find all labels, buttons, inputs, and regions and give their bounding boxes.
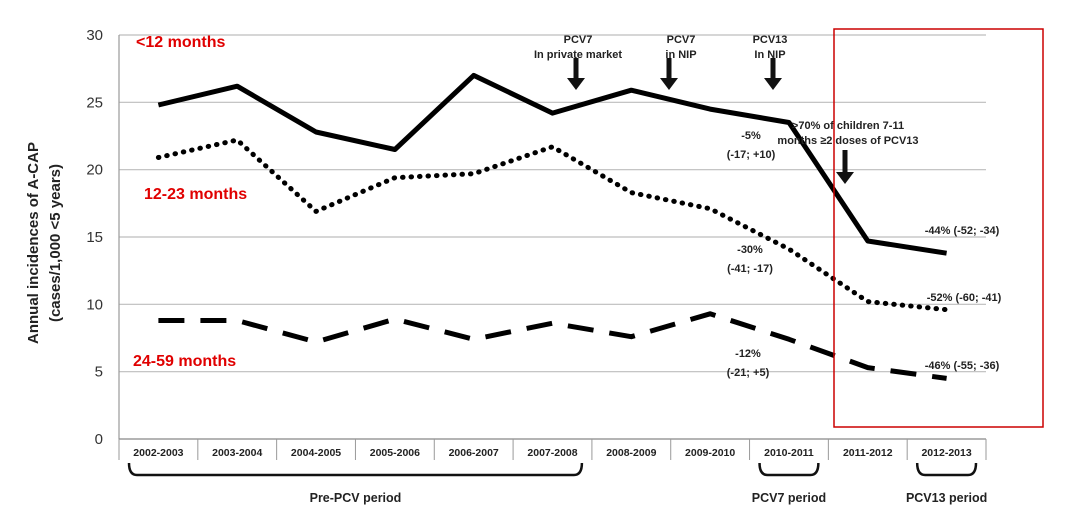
- series-label-0: <12 months: [136, 34, 225, 51]
- change-annotation: -52% (-60; -41): [927, 292, 1002, 304]
- event-arrow-head: [764, 78, 782, 90]
- change-annotation: (-21; +5): [727, 367, 770, 379]
- period-label: PCV13 period: [906, 491, 987, 505]
- series-line-2: [158, 311, 947, 381]
- event-arrow-head: [836, 172, 854, 184]
- x-tick-label: 2008-2009: [606, 447, 656, 459]
- x-tick-label: 2009-2010: [685, 447, 735, 459]
- series-label-1: 12-23 months: [144, 186, 247, 203]
- period-bracket: [915, 462, 978, 477]
- event-arrow-label: In private market: [534, 49, 622, 61]
- annotations: <12 months 12-23 months 24-59 months PCV7 In…: [127, 28, 1044, 505]
- y-axis-label-line1: Annual incidences of A-CAP: [25, 142, 42, 344]
- x-tick-label: 2011-2012: [843, 447, 893, 459]
- x-tick-label: 2010-2011: [764, 447, 814, 459]
- series-label-2: 24-59 months: [133, 353, 236, 370]
- x-tick-label: 2012-2013: [921, 447, 971, 459]
- event-arrow-label: months ≥2 doses of PCV13: [777, 135, 918, 147]
- y-tick-label: 25: [86, 94, 103, 111]
- x-tick-label: 2007-2008: [527, 447, 577, 459]
- y-tick-label: 15: [86, 229, 103, 246]
- y-tick-label: 5: [95, 364, 103, 381]
- y-tick-label: 10: [86, 296, 103, 313]
- period-label: Pre-PCV period: [310, 491, 402, 505]
- x-tick-label: 2004-2005: [291, 447, 341, 459]
- event-arrow-label: PCV7: [667, 34, 696, 46]
- change-annotation: -12%: [735, 348, 761, 360]
- highlight-box: [833, 28, 1044, 428]
- y-tick-label: 20: [86, 162, 103, 179]
- event-arrow-label: >70% of children 7-11: [792, 120, 904, 132]
- period-label: PCV7 period: [752, 491, 826, 505]
- period-bracket: [127, 462, 584, 477]
- event-arrow-label: in NIP: [665, 49, 696, 61]
- event-arrow-label: PCV7: [564, 34, 593, 46]
- series-lines: [155, 72, 950, 381]
- event-arrow-label: In NIP: [754, 49, 785, 61]
- change-annotation: -5%: [741, 130, 761, 142]
- period-bracket: [758, 462, 820, 477]
- x-tick-label: 2005-2006: [370, 447, 420, 459]
- series-line-1: [155, 137, 950, 313]
- x-tick-label: 2006-2007: [449, 447, 499, 459]
- series-line-0: [157, 72, 947, 256]
- y-tick-label: 30: [86, 27, 103, 44]
- axes: 0 5 10 15 20 25 30 2002-2003 2003-2004 2004-2005 2…: [86, 27, 987, 460]
- y-axis-label-line2: (cases/1,000 <5 years): [47, 164, 64, 322]
- event-arrow-head: [660, 78, 678, 90]
- x-tick-label: 2002-2003: [133, 447, 183, 459]
- x-tick-label: 2003-2004: [212, 447, 262, 459]
- event-arrow-label: PCV13: [753, 34, 788, 46]
- change-annotation: -30%: [737, 244, 763, 256]
- change-annotation: (-41; -17): [727, 263, 773, 275]
- event-arrow-head: [567, 78, 585, 90]
- change-annotation: -46% (-55; -36): [925, 360, 1000, 372]
- change-annotation: -44% (-52; -34): [925, 225, 1000, 237]
- change-annotation: (-17; +10): [727, 149, 776, 161]
- y-tick-label: 0: [95, 431, 103, 448]
